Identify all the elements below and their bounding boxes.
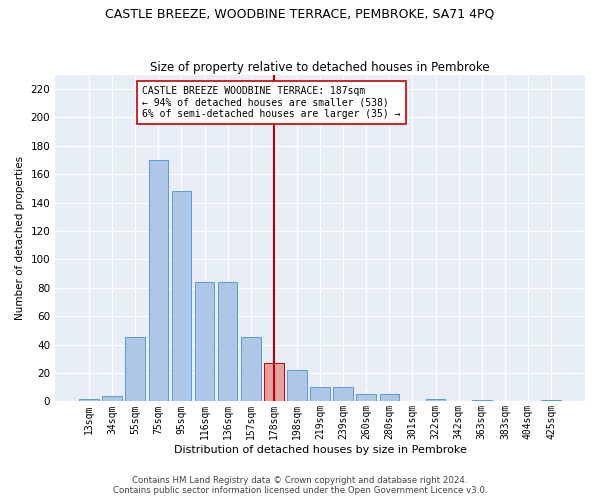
Bar xyxy=(426,398,445,402)
Bar xyxy=(287,370,307,402)
Text: Contains HM Land Registry data © Crown copyright and database right 2024.
Contai: Contains HM Land Registry data © Crown c… xyxy=(113,476,487,495)
Bar xyxy=(380,394,399,402)
Title: Size of property relative to detached houses in Pembroke: Size of property relative to detached ho… xyxy=(150,60,490,74)
Bar xyxy=(125,338,145,402)
Bar xyxy=(472,400,491,402)
Bar xyxy=(172,191,191,402)
Bar xyxy=(356,394,376,402)
Text: CASTLE BREEZE WOODBINE TERRACE: 187sqm
← 94% of detached houses are smaller (538: CASTLE BREEZE WOODBINE TERRACE: 187sqm ←… xyxy=(142,86,401,119)
X-axis label: Distribution of detached houses by size in Pembroke: Distribution of detached houses by size … xyxy=(173,445,467,455)
Bar xyxy=(264,363,284,402)
Bar xyxy=(195,282,214,402)
Bar xyxy=(334,387,353,402)
Text: CASTLE BREEZE, WOODBINE TERRACE, PEMBROKE, SA71 4PQ: CASTLE BREEZE, WOODBINE TERRACE, PEMBROK… xyxy=(106,8,494,20)
Bar xyxy=(218,282,238,402)
Y-axis label: Number of detached properties: Number of detached properties xyxy=(15,156,25,320)
Bar xyxy=(103,396,122,402)
Bar xyxy=(241,338,260,402)
Bar xyxy=(310,387,330,402)
Bar xyxy=(149,160,168,402)
Bar xyxy=(541,400,561,402)
Bar xyxy=(79,398,99,402)
